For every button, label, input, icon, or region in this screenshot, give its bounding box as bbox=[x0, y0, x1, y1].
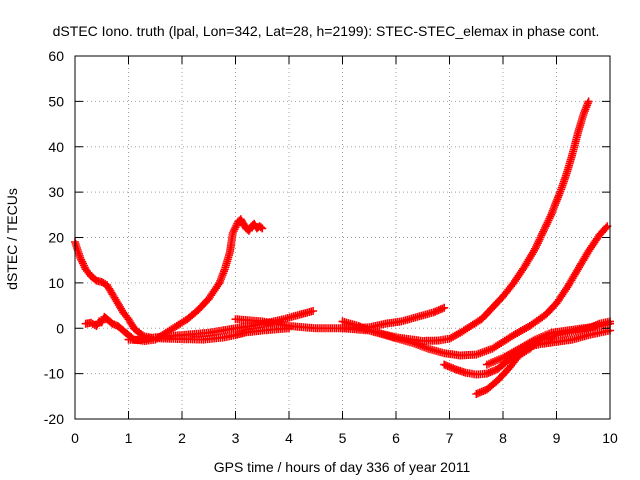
data-point-markers bbox=[81, 215, 267, 345]
y-tick-label: 60 bbox=[48, 48, 64, 64]
y-tick-label: 10 bbox=[48, 275, 64, 291]
y-tick-label: 0 bbox=[56, 320, 64, 336]
data-point-markers bbox=[338, 97, 593, 345]
y-tick-label: 30 bbox=[48, 184, 64, 200]
y-axis-label: dSTEC / TECUs bbox=[4, 188, 20, 290]
y-tick-label: 50 bbox=[48, 93, 64, 109]
x-axis-label: GPS time / hours of day 336 of year 2011 bbox=[214, 459, 471, 475]
data-point-markers bbox=[124, 307, 318, 344]
x-tick-label: 1 bbox=[125, 430, 133, 446]
x-tick-label: 10 bbox=[602, 430, 618, 446]
series-arc-3 bbox=[124, 307, 318, 344]
x-tick-label: 3 bbox=[232, 430, 240, 446]
x-tick-label: 9 bbox=[553, 430, 561, 446]
series-arc-9 bbox=[482, 319, 614, 369]
axis-ticks: 0 1 2 3 4 5 6 7 8 9 10 -20 -10 0 10 20 30 40 50 60 bbox=[44, 48, 618, 446]
y-tick-label: -10 bbox=[44, 366, 64, 382]
series-arc-2 bbox=[81, 215, 267, 345]
chart-title: dSTEC Iono. truth (lpal, Lon=342, Lat=28… bbox=[53, 23, 600, 39]
x-tick-label: 5 bbox=[339, 430, 347, 446]
x-tick-label: 7 bbox=[446, 430, 454, 446]
x-tick-label: 6 bbox=[392, 430, 400, 446]
y-tick-label: 40 bbox=[48, 139, 64, 155]
x-tick-label: 4 bbox=[285, 430, 293, 446]
y-tick-label: 20 bbox=[48, 230, 64, 246]
y-tick-label: -20 bbox=[44, 411, 64, 427]
x-tick-label: 8 bbox=[499, 430, 507, 446]
x-tick-label: 2 bbox=[178, 430, 186, 446]
x-tick-label: 0 bbox=[71, 430, 79, 446]
data-markers bbox=[71, 97, 614, 398]
data-point-markers bbox=[482, 319, 614, 369]
series-arc-6 bbox=[338, 97, 593, 345]
grid-lines bbox=[75, 56, 610, 419]
